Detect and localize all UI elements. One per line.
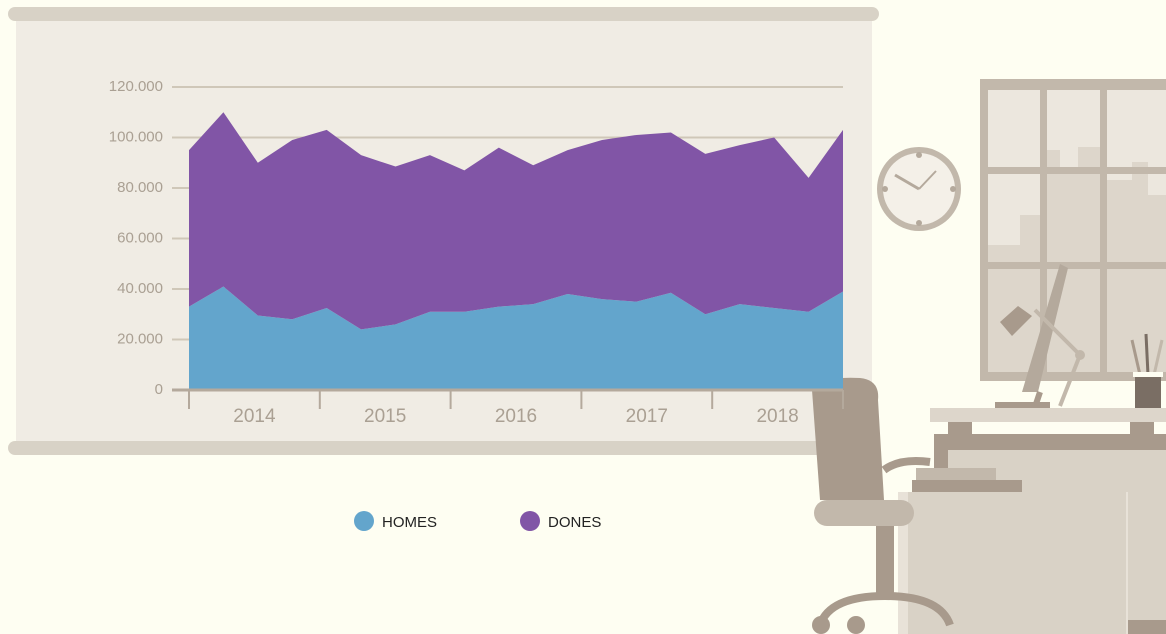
lamp [1000, 306, 1085, 407]
monitor [995, 264, 1068, 408]
y-tick-label: 20.000 [117, 330, 163, 347]
x-tick-label: 2015 [364, 406, 406, 427]
x-tick-label: 2018 [756, 406, 798, 427]
screen-top-rod [8, 7, 879, 21]
y-tick-label: 100.000 [109, 128, 163, 145]
chart: 0 20.000 40.000 60.000 80.000 100.000 120.000 2… [109, 78, 844, 427]
legend-swatch [520, 511, 540, 531]
chair [812, 377, 954, 634]
area [189, 112, 843, 330]
area [189, 286, 843, 390]
y-tick-label: 120.000 [109, 78, 163, 95]
x-tick-label: 2017 [626, 406, 668, 427]
window [980, 79, 1166, 381]
screen-bottom-rod [8, 441, 879, 455]
pencil-cup [1130, 333, 1164, 408]
legend: HOMES DONES [354, 511, 601, 531]
y-tick-label: 40.000 [117, 280, 163, 297]
clock [877, 147, 961, 231]
desk [898, 408, 1166, 634]
legend-label: HOMES [382, 514, 437, 531]
y-tick-label: 60.000 [117, 229, 163, 246]
y-tick-label: 0 [155, 381, 163, 398]
x-tick-label: 2016 [495, 406, 537, 427]
x-tick-label: 2014 [233, 406, 276, 427]
legend-label: DONES [548, 514, 601, 531]
y-tick-label: 80.000 [117, 179, 163, 196]
legend-swatch [354, 511, 374, 531]
